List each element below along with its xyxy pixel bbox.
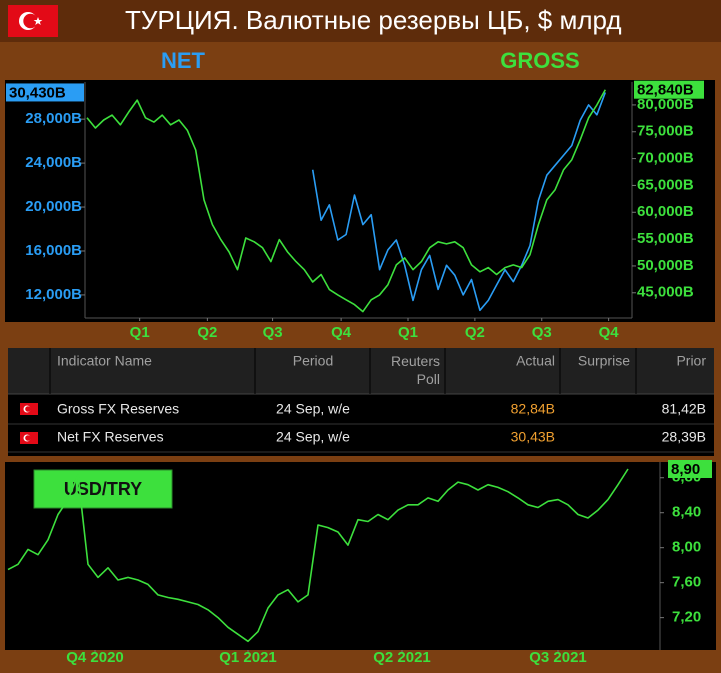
table-cell: 30,43B xyxy=(511,429,555,445)
x-tick-label: Q2 xyxy=(197,324,217,341)
table-cell: Net FX Reserves xyxy=(57,429,164,445)
title-banner xyxy=(0,0,721,42)
value-label-box xyxy=(634,80,704,99)
column-header: Surprise xyxy=(578,353,630,369)
x-tick-label: Q2 2021 xyxy=(373,649,431,666)
x-tick-label: Q1 xyxy=(398,324,418,341)
value-label: 30,430B xyxy=(9,84,66,101)
page-title: ТУРЦИЯ. Валютные резервы ЦБ, $ млрд xyxy=(125,5,622,35)
y-tick-label: 24,000B xyxy=(25,154,82,171)
x-tick-label: Q1 xyxy=(130,324,150,341)
value-label: 8,90 xyxy=(671,461,700,478)
y-tick-label: 8,40 xyxy=(672,504,701,521)
series-line xyxy=(86,89,607,313)
y-tick-label: 16,000B xyxy=(25,242,82,259)
series-line xyxy=(311,92,607,312)
y2-tick-label: 50,000B xyxy=(637,257,694,274)
net-heading: NET xyxy=(161,48,206,73)
row-flag xyxy=(20,403,38,415)
column-header: Reuters Poll xyxy=(391,353,440,387)
y2-tick-label: 70,000B xyxy=(637,150,694,167)
x-tick-label: Q4 xyxy=(599,324,620,341)
gross-heading: GROSS xyxy=(500,48,579,73)
table-cell: 81,42B xyxy=(662,401,706,417)
x-tick-label: Q4 2020 xyxy=(66,649,124,666)
column-header: Prior xyxy=(676,353,706,369)
flag xyxy=(8,5,58,37)
y2-tick-label: 80,000B xyxy=(637,96,694,113)
value-label-box xyxy=(668,459,712,478)
x-tick-label: Q1 2021 xyxy=(219,649,277,666)
value-label-box xyxy=(6,83,84,102)
y2-tick-label: 75,000B xyxy=(637,123,694,140)
y-tick-label: 20,000B xyxy=(25,198,82,215)
y-tick-label: 7,60 xyxy=(672,574,701,591)
x-tick-label: Q3 2021 xyxy=(529,649,587,666)
value-label: 82,840B xyxy=(637,82,694,99)
y-tick-label: 28,000B xyxy=(25,110,82,127)
table-cell: 24 Sep, w/e xyxy=(276,401,350,417)
y-tick-label: 8,00 xyxy=(672,539,701,556)
y2-tick-label: 55,000B xyxy=(637,230,694,247)
x-tick-label: Q3 xyxy=(263,324,283,341)
y2-tick-label: 45,000B xyxy=(637,284,694,301)
table-cell: 82,84B xyxy=(511,401,555,417)
row-flag xyxy=(20,432,38,444)
x-tick-label: Q4 xyxy=(331,324,352,341)
data-table: Indicator Name Period Reuters Poll Actual Sur… xyxy=(8,348,714,456)
y2-tick-label: 65,000B xyxy=(637,176,694,193)
x-tick-label: Q2 xyxy=(465,324,485,341)
table-cell: Gross FX Reserves xyxy=(57,401,179,417)
column-header: Actual xyxy=(516,353,555,369)
column-header: Period xyxy=(293,353,333,369)
x-tick-label: Q3 xyxy=(532,324,552,341)
series-line xyxy=(7,468,629,643)
y-tick-label: 7,20 xyxy=(672,609,701,626)
y-tick-label: 12,000B xyxy=(25,286,82,303)
column-header: Indicator Name xyxy=(57,353,152,369)
chart2-title: USD/TRY xyxy=(64,479,142,499)
y2-tick-label: 60,000B xyxy=(637,203,694,220)
table-cell: 28,39B xyxy=(662,429,706,445)
chart2-title-box xyxy=(33,469,173,509)
table-cell: 24 Sep, w/e xyxy=(276,429,350,445)
